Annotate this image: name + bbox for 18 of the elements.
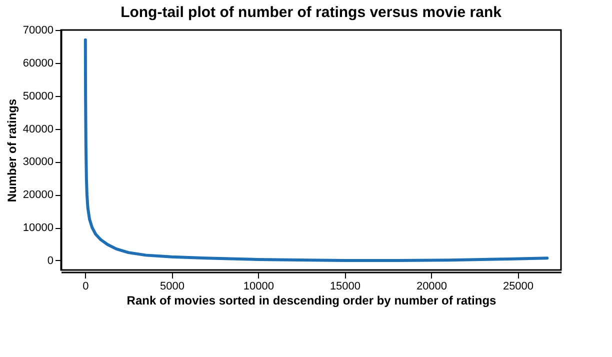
x-tick-label: 15000 [330,280,361,292]
x-tick-label: 10000 [243,280,274,292]
y-tick-label: 60000 [22,57,54,70]
y-tick-label: 50000 [22,90,54,102]
y-tick-label: 0 [47,254,54,267]
y-tick-label: 10000 [22,222,54,234]
x-tick-label: 25000 [502,280,534,292]
y-tick-label: 40000 [22,123,54,136]
y-axis-title: Number of ratings [4,98,19,202]
y-tick-label: 20000 [22,189,54,202]
x-tick-label: 20000 [416,280,448,292]
y-tick-label: 30000 [22,156,54,168]
x-tick-label: 0 [82,280,89,292]
y-tick-label: 70000 [22,24,54,36]
chart-title: Long-tail plot of number of ratings versus movie rank [120,4,502,21]
x-axis-title: Rank of movies sorted in descending order by number of ratings [126,294,497,308]
line-series [84,38,549,262]
x-tick-label: 5000 [160,280,184,292]
